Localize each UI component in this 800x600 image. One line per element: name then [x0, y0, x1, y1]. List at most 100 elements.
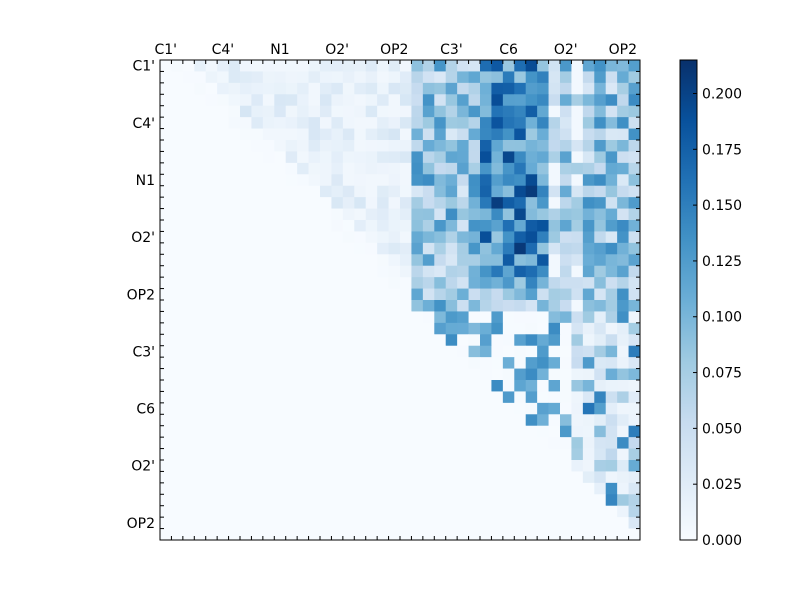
- heatmap-cell: [205, 528, 218, 541]
- heatmap-cell: [308, 528, 321, 541]
- heatmap-cell: [537, 471, 549, 484]
- heatmap-cell: [514, 265, 527, 278]
- heatmap-cell: [514, 288, 527, 301]
- heatmap-cell: [285, 448, 298, 461]
- heatmap-cell: [377, 277, 389, 289]
- heatmap-cell: [548, 174, 561, 187]
- heatmap-cell: [274, 471, 287, 484]
- heatmap-cell: [388, 197, 401, 209]
- heatmap-cell: [445, 482, 458, 495]
- heatmap-cell: [297, 254, 309, 267]
- heatmap-cell: [514, 105, 527, 118]
- heatmap-cell: [400, 368, 412, 381]
- heatmap-cell: [308, 311, 321, 324]
- heatmap-cell: [331, 322, 344, 335]
- heatmap-cell: [560, 265, 572, 278]
- heatmap-cell: [205, 60, 218, 72]
- heatmap-cell: [228, 197, 241, 209]
- heatmap-cell: [160, 357, 172, 369]
- heatmap-cell: [525, 437, 538, 449]
- heatmap-cell: [617, 231, 629, 244]
- heatmap-cell: [297, 197, 309, 209]
- heatmap-cell: [617, 242, 629, 255]
- heatmap-cell: [582, 471, 595, 484]
- heatmap-cell: [537, 334, 549, 347]
- heatmap-cell: [480, 71, 492, 84]
- heatmap-cell: [205, 277, 218, 289]
- heatmap-cell: [548, 505, 561, 518]
- heatmap-cell: [240, 300, 252, 312]
- heatmap-cell: [308, 242, 321, 255]
- heatmap-cell: [160, 402, 172, 415]
- heatmap-cell: [182, 402, 195, 415]
- heatmap-cell: [457, 288, 469, 301]
- heatmap-cell: [491, 460, 504, 472]
- heatmap-cell: [285, 380, 298, 392]
- heatmap-cell: [422, 311, 435, 324]
- heatmap-cell: [514, 242, 527, 255]
- heatmap-cell: [594, 300, 607, 312]
- heatmap-cell: [182, 105, 195, 118]
- heatmap-cell: [434, 105, 447, 118]
- heatmap-cell: [171, 208, 184, 221]
- heatmap-cell: [594, 380, 607, 392]
- heatmap-cell: [285, 402, 298, 415]
- heatmap-cell: [457, 162, 469, 175]
- heatmap-cell: [537, 425, 549, 438]
- heatmap-cell: [457, 357, 469, 369]
- heatmap-cell: [285, 128, 298, 141]
- heatmap-cell: [308, 448, 321, 461]
- heatmap-cell: [342, 505, 355, 518]
- heatmap-cell: [491, 277, 504, 289]
- heatmap-cell: [262, 174, 275, 187]
- heatmap-cell: [342, 94, 355, 107]
- y-tick-label: C1': [132, 59, 155, 75]
- heatmap-cell: [240, 82, 252, 95]
- heatmap-cell: [525, 140, 538, 152]
- heatmap-cell: [480, 117, 492, 129]
- heatmap-cell: [628, 254, 641, 267]
- heatmap-cell: [628, 242, 641, 255]
- heatmap-cell: [582, 277, 595, 289]
- heatmap-cell: [617, 448, 629, 461]
- heatmap-cell: [548, 345, 561, 358]
- heatmap-cell: [411, 254, 424, 267]
- x-tick-label: O2': [325, 42, 349, 58]
- heatmap-cell: [445, 60, 458, 72]
- heatmap-cell: [251, 231, 264, 244]
- heatmap-cell: [560, 60, 572, 72]
- heatmap-cell: [285, 425, 298, 438]
- heatmap-cell: [320, 105, 332, 118]
- heatmap-cell: [434, 162, 447, 175]
- heatmap-cell: [422, 185, 435, 198]
- heatmap-cell: [320, 197, 332, 209]
- heatmap-cell: [308, 185, 321, 198]
- heatmap-cell: [262, 414, 275, 427]
- heatmap-cell: [502, 162, 515, 175]
- heatmap-cell: [297, 311, 309, 324]
- heatmap-cell: [560, 254, 572, 267]
- heatmap-cell: [434, 128, 447, 141]
- heatmap-cell: [205, 174, 218, 187]
- heatmap-cell: [205, 151, 218, 164]
- heatmap-cell: [514, 231, 527, 244]
- heatmap-cell: [342, 311, 355, 324]
- heatmap-cell: [537, 528, 549, 541]
- heatmap-cell: [491, 254, 504, 267]
- heatmap-cell: [228, 242, 241, 255]
- heatmap-cell: [240, 128, 252, 141]
- heatmap-cell: [388, 277, 401, 289]
- heatmap-cell: [331, 425, 344, 438]
- heatmap-cell: [228, 380, 241, 392]
- heatmap-cell: [628, 82, 641, 95]
- heatmap-cell: [365, 208, 378, 221]
- heatmap-cell: [582, 151, 595, 164]
- heatmap-cell: [502, 277, 515, 289]
- heatmap-cell: [537, 300, 549, 312]
- heatmap-cell: [422, 105, 435, 118]
- heatmap-cell: [514, 311, 527, 324]
- heatmap-cell: [388, 505, 401, 518]
- heatmap-cell: [434, 265, 447, 278]
- heatmap-cell: [320, 334, 332, 347]
- heatmap-cell: [480, 334, 492, 347]
